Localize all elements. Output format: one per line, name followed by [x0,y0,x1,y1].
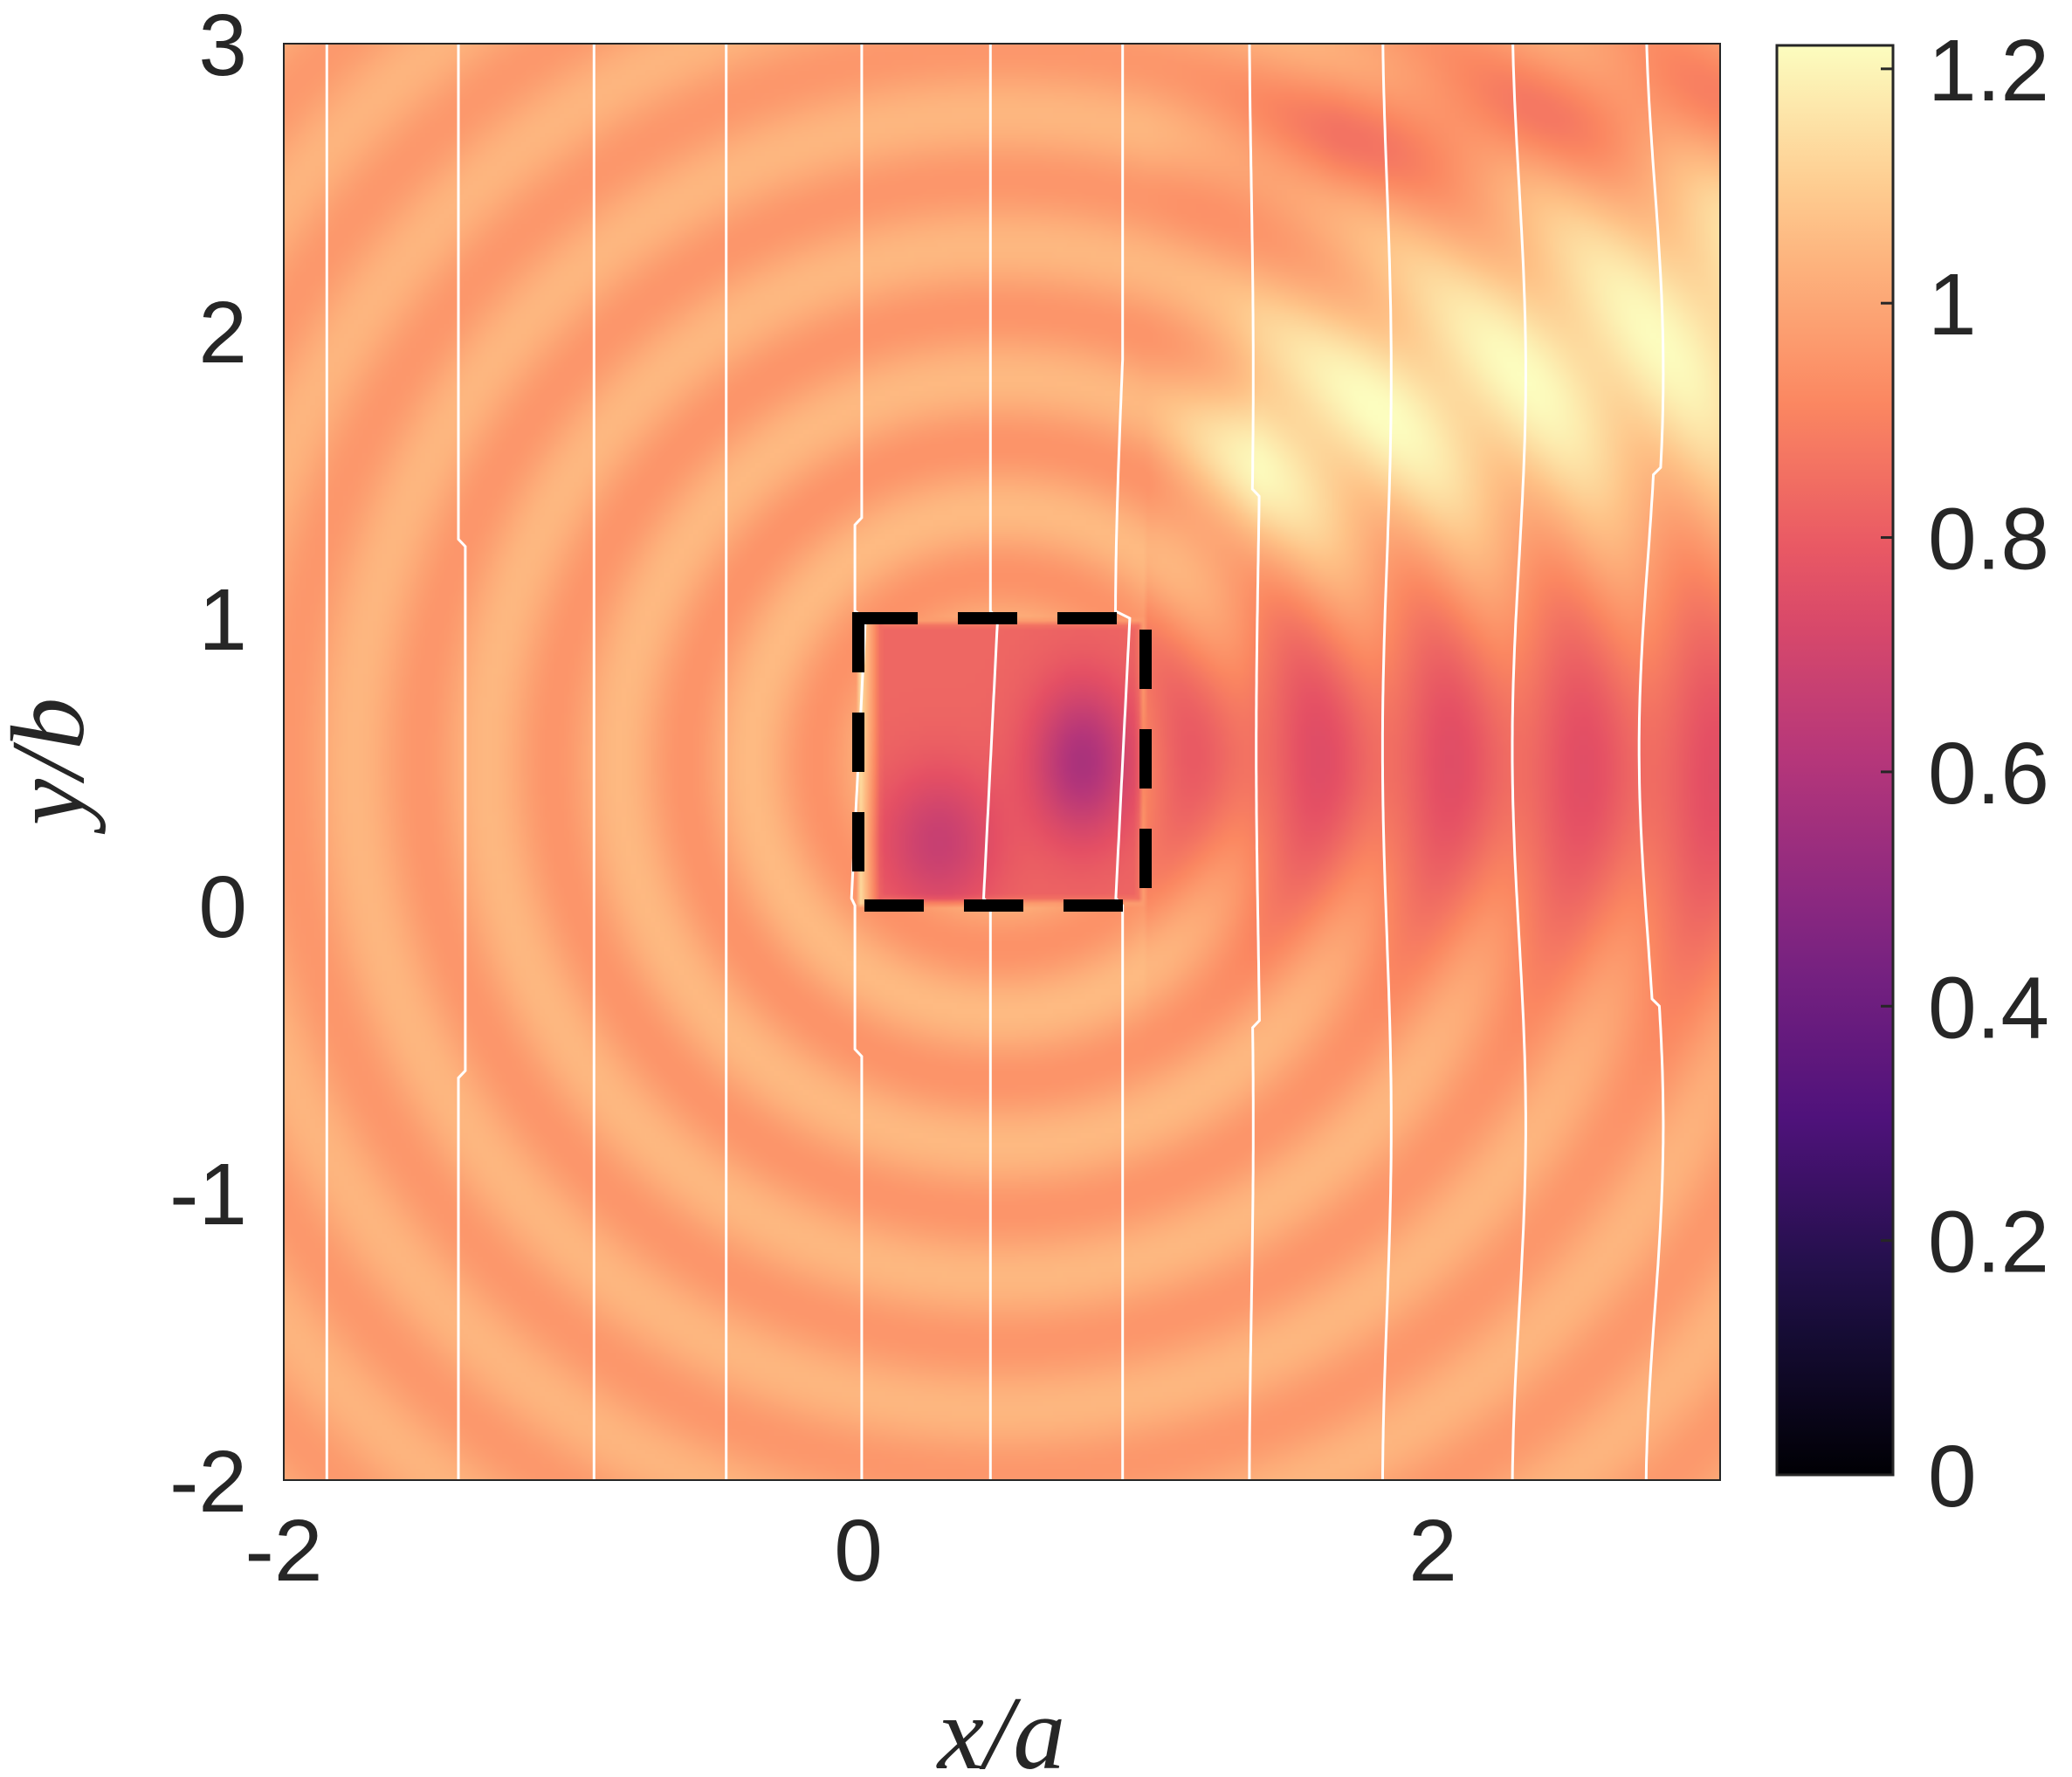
y-axis: -2 -1 0 1 2 3 [169,0,247,1531]
x-tick-label: 2 [1408,1502,1457,1600]
contour-line [1380,44,1393,1480]
contour-line [1511,44,1527,1480]
contour-line [1113,44,1132,1480]
y-axis-label: y/b [0,698,106,836]
x-tick-label: 0 [834,1502,883,1600]
colorbar-tick-label: 0.2 [1928,1194,2049,1291]
x-axis-label: x/a [936,1675,1066,1777]
contour-line [1248,44,1261,1480]
y-tick-label: -1 [169,1146,247,1243]
colorbar: 0 0.2 0.4 0.6 0.8 1 1.2 [1775,22,2049,1526]
colorbar-tick-label: 1.2 [1928,22,2049,120]
x-axis: -2 0 2 [245,1502,1457,1600]
colorbar-tick-label: 0.8 [1928,491,2049,589]
y-tick-label: 3 [198,0,247,94]
plot-frame [283,43,1721,1481]
y-tick-label: -2 [169,1433,247,1531]
contour-line [1637,44,1665,1480]
colorbar-ticks: 0 0.2 0.4 0.6 0.8 1 1.2 [1881,22,2049,1526]
plot-area [283,43,1721,1481]
inclusion-box [852,612,1152,912]
y-tick-label: 0 [198,858,247,956]
y-tick-label: 1 [198,571,247,669]
y-tick-label: 2 [198,284,247,382]
contour-line [457,44,467,1480]
contour-line [981,44,1000,1480]
colorbar-tick-label: 1 [1928,256,1977,354]
colorbar-tick-label: 0.4 [1928,959,2049,1057]
colorbar-tick-label: 0 [1928,1428,1977,1526]
colorbar-frame [1775,44,1895,1477]
x-tick-label: -2 [245,1502,323,1600]
colorbar-gradient [1777,45,1893,1475]
colorbar-tick-label: 0.6 [1928,725,2049,823]
heatmap-field [284,44,1720,1480]
